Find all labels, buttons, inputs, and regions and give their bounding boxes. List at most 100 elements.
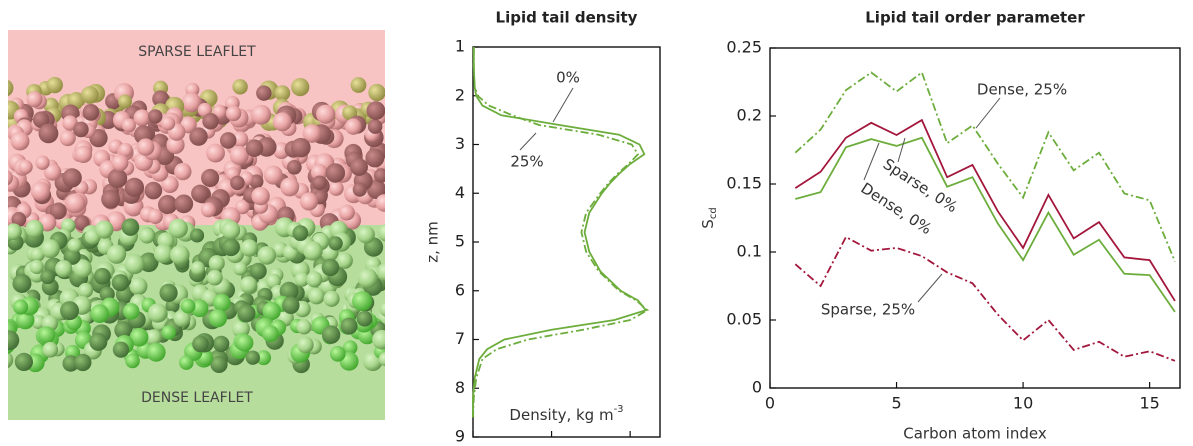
lipid-sphere	[235, 333, 254, 352]
lipid-sphere	[30, 181, 51, 201]
lipid-sphere	[8, 330, 20, 351]
y-tick-label: 0	[752, 378, 762, 397]
lipid-sphere	[111, 154, 129, 172]
lipid-sphere	[299, 192, 319, 211]
lipid-sphere	[18, 159, 33, 175]
lipid-sphere	[8, 351, 14, 369]
lipid-sphere	[173, 309, 191, 327]
lipid-sphere	[148, 109, 163, 124]
lipid-sphere	[82, 103, 100, 121]
density-line	[472, 47, 649, 418]
lipid-sphere	[136, 138, 155, 156]
annotation-leader	[975, 97, 1001, 129]
lipid-sphere	[129, 277, 148, 296]
lipid-sphere	[210, 355, 228, 374]
lipid-sphere	[168, 218, 188, 239]
x-tick-label: 15	[1139, 394, 1159, 413]
lipid-sphere	[323, 290, 340, 307]
lipid-sphere	[357, 225, 375, 244]
y-tick-label: 6	[455, 280, 465, 299]
lipid-sphere	[208, 255, 225, 272]
lipid-sphere	[46, 76, 63, 94]
lipid-sphere	[159, 283, 178, 302]
lipid-sphere	[303, 241, 323, 261]
lipid-sphere	[308, 287, 325, 305]
lipid-sphere	[67, 238, 82, 253]
lipid-sphere	[302, 124, 322, 143]
lipid-sphere	[202, 113, 219, 130]
lipid-sphere	[8, 223, 22, 240]
lipid-sphere	[282, 296, 300, 314]
lipid-sphere	[306, 271, 323, 288]
lipid-sphere	[10, 131, 30, 151]
lipid-sphere	[219, 132, 237, 149]
lipid-sphere	[263, 165, 283, 185]
x-axis-label-sup: -3	[614, 404, 624, 415]
lipid-sphere	[256, 350, 272, 366]
lipid-sphere	[107, 168, 128, 189]
lipid-sphere	[189, 127, 208, 146]
y-tick-label: 0.2	[737, 106, 762, 125]
lipid-sphere	[328, 236, 343, 251]
lipid-sphere	[232, 319, 250, 338]
lipid-sphere	[290, 137, 311, 158]
lipid-sphere	[237, 304, 256, 323]
annotation: 25%	[510, 153, 543, 171]
lipid-sphere	[49, 202, 67, 220]
lipid-sphere	[261, 325, 279, 343]
x-tick-label: 5	[891, 394, 901, 413]
lipid-sphere	[11, 212, 27, 227]
lipid-sphere	[342, 340, 358, 355]
lipid-sphere	[375, 194, 385, 212]
y-tick-label: 0.15	[726, 174, 762, 193]
lipid-sphere	[93, 267, 111, 285]
lipid-sphere	[13, 299, 29, 315]
lipid-sphere	[160, 116, 176, 131]
lipid-sphere	[208, 309, 228, 328]
lipid-sphere	[121, 218, 140, 236]
series-line	[795, 136, 1176, 313]
lipid-sphere	[124, 254, 145, 275]
series-line	[794, 235, 1176, 362]
annotation: 0%	[556, 69, 580, 87]
lipid-sphere	[206, 143, 225, 163]
plot-frame	[769, 47, 1181, 389]
lipid-sphere	[367, 119, 383, 134]
lipid-sphere	[74, 215, 90, 231]
lipid-sphere	[291, 77, 310, 97]
lipid-sphere	[8, 170, 13, 186]
lipid-sphere	[377, 223, 385, 242]
y-tick-label: 5	[455, 232, 465, 251]
lipid-sphere	[118, 142, 133, 158]
lipid-sphere	[144, 181, 163, 200]
lipid-sphere	[310, 164, 328, 181]
y-tick-label: 7	[455, 329, 465, 348]
annotation-leader	[552, 87, 574, 123]
lipid-sphere	[372, 329, 385, 350]
lipid-sphere	[95, 220, 114, 239]
y-tick-label: 0.05	[726, 310, 762, 329]
lipid-sphere	[266, 273, 281, 289]
lipid-sphere	[376, 262, 385, 281]
lipid-sphere	[201, 168, 220, 188]
annotation-leader	[519, 132, 537, 151]
lipid-sphere	[170, 245, 190, 265]
lipid-sphere	[65, 193, 86, 214]
y-tick-label: 0.25	[726, 38, 762, 57]
lipid-sphere	[74, 145, 93, 164]
annotation-leader	[897, 137, 906, 163]
lipid-sphere	[297, 336, 314, 354]
lipid-sphere	[190, 299, 209, 318]
lipid-sphere	[139, 227, 155, 244]
lipid-sphere	[152, 90, 170, 108]
lipid-sphere	[336, 252, 353, 269]
lipid-sphere	[133, 109, 151, 127]
lipid-sphere	[43, 163, 62, 181]
lipid-sphere	[111, 274, 129, 292]
lipid-sphere	[121, 118, 136, 133]
lipid-sphere	[32, 111, 50, 128]
lipid-sphere	[292, 225, 309, 242]
lipid-sphere	[129, 327, 149, 347]
lipid-sphere	[229, 145, 249, 165]
